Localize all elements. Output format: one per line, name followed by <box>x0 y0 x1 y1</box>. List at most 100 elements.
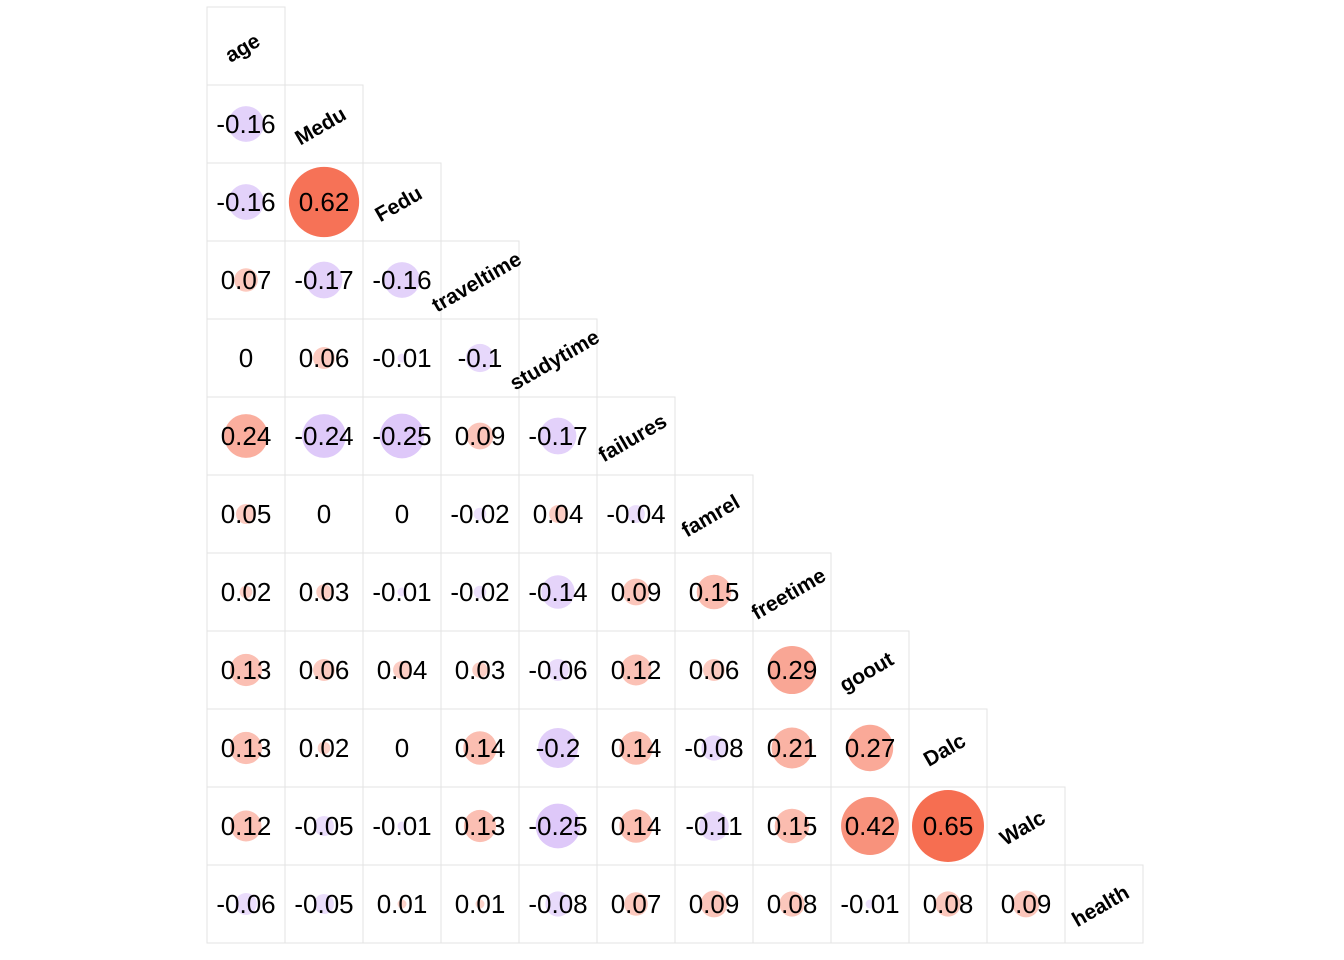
corr-cell-famrel-failures: -0.04 <box>596 474 676 554</box>
corr-circle <box>541 575 575 609</box>
corr-circle <box>865 899 875 909</box>
corr-value: -0.25 <box>528 811 587 841</box>
corr-value: -0.25 <box>372 421 431 451</box>
corr-cell-health-famrel: 0.09 <box>674 864 754 944</box>
corr-cell-walc-studytime: -0.25 <box>518 786 598 866</box>
variable-label-failures: failures <box>595 410 671 467</box>
variable-label-traveltime: traveltime <box>428 248 525 318</box>
corr-value: -0.17 <box>528 421 587 451</box>
corr-cell-goout-traveltime: 0.03 <box>440 630 520 710</box>
corr-cell-health-walc: 0.09 <box>986 864 1066 944</box>
corr-value: 0.01 <box>455 889 506 919</box>
corr-cell-failures-age: 0.24 <box>206 396 286 476</box>
corr-circle <box>473 585 487 599</box>
corr-circle <box>771 727 813 769</box>
corr-value: -0.01 <box>840 889 899 919</box>
corr-circle <box>314 894 334 914</box>
corr-cell-health-age: -0.06 <box>206 864 286 944</box>
corr-circle <box>229 731 263 765</box>
corr-value: -0.11 <box>685 811 742 841</box>
corr-circle <box>317 741 331 755</box>
corr-circle <box>393 661 411 679</box>
corr-circle <box>700 890 728 918</box>
corr-value: 0.03 <box>455 655 506 685</box>
corr-value: -0.01 <box>372 343 431 373</box>
corr-circle <box>622 578 650 606</box>
corr-circle <box>397 899 407 909</box>
corr-value: 0.21 <box>767 733 818 763</box>
corr-value: 0 <box>317 499 331 529</box>
corr-circle <box>235 893 257 915</box>
corr-value: -0.01 <box>372 577 431 607</box>
corr-cell-famrel-traveltime: -0.02 <box>440 474 520 554</box>
variable-label-walc: Walc <box>996 806 1050 850</box>
corr-value: 0 <box>395 733 409 763</box>
corr-cell-health-failures: 0.07 <box>596 864 676 944</box>
corr-circle <box>472 662 488 678</box>
corr-value: -0.2 <box>536 733 581 763</box>
corr-cell-studytime-medu: 0.06 <box>284 318 364 398</box>
corr-cell-dalc-traveltime: 0.14 <box>440 708 520 788</box>
corr-circle <box>703 659 725 681</box>
corr-circle <box>475 899 485 909</box>
corr-cell-health-studytime: -0.08 <box>518 864 598 944</box>
corr-value: 0.05 <box>221 499 272 529</box>
corr-value: 0.09 <box>455 421 506 451</box>
corr-value: -0.04 <box>606 499 665 529</box>
corr-circle <box>302 414 346 458</box>
variable-label-freetime: freetime <box>748 564 830 625</box>
corr-value: 0.13 <box>221 655 272 685</box>
variable-label-goout: goout <box>836 648 898 697</box>
corr-circle <box>316 584 332 600</box>
corr-cell-fedu-medu: 0.62 <box>284 162 364 242</box>
corr-circle <box>239 585 253 599</box>
corr-value: -0.05 <box>294 889 353 919</box>
corr-circle <box>229 653 263 687</box>
corr-cell-dalc-freetime: 0.21 <box>752 708 832 788</box>
corr-circle <box>935 891 961 917</box>
variable-label-studytime: studytime <box>506 326 603 396</box>
corr-value: -0.1 <box>458 343 503 373</box>
corr-cell-walc-fedu: -0.01 <box>362 786 442 866</box>
corr-value: 0 <box>395 499 409 529</box>
corr-circle <box>767 645 817 695</box>
corr-circle <box>305 261 343 299</box>
corr-value: 0.29 <box>767 655 818 685</box>
corr-circle <box>465 343 495 373</box>
corr-cell-walc-medu: -0.05 <box>284 786 364 866</box>
corr-circle <box>535 803 581 849</box>
corr-cell-freetime-medu: 0.03 <box>284 552 364 632</box>
corr-circle <box>619 731 653 765</box>
corr-circle <box>288 166 360 238</box>
corr-cell-dalc-age: 0.13 <box>206 708 286 788</box>
variable-label-dalc: Dalc <box>920 729 970 771</box>
corr-circle <box>230 810 262 842</box>
corr-circle <box>545 891 571 917</box>
corr-value: 0.03 <box>299 577 350 607</box>
corr-cell-traveltime-fedu: -0.16 <box>362 240 442 320</box>
corr-circle <box>314 816 334 836</box>
corr-value: -0.05 <box>294 811 353 841</box>
corr-value: -0.08 <box>528 889 587 919</box>
corr-cell-dalc-fedu: 0 <box>362 708 442 788</box>
corr-cell-health-traveltime: 0.01 <box>440 864 520 944</box>
corr-value: 0.08 <box>767 889 818 919</box>
cell-border <box>986 864 1066 944</box>
corr-cell-walc-famrel: -0.11 <box>674 786 754 866</box>
corr-value: -0.02 <box>450 577 509 607</box>
corr-value: 0.65 <box>923 811 974 841</box>
corr-value: -0.16 <box>216 109 275 139</box>
corr-value: 0.06 <box>299 655 350 685</box>
corr-cell-dalc-studytime: -0.2 <box>518 708 598 788</box>
corr-circle <box>779 891 805 917</box>
corr-circle <box>539 417 577 455</box>
corr-cell-walc-dalc: 0.65 <box>908 786 988 866</box>
corr-cell-dalc-famrel: -0.08 <box>674 708 754 788</box>
corr-circle <box>466 422 494 450</box>
corr-cell-famrel-fedu: 0 <box>362 474 442 554</box>
corr-circle <box>538 728 578 768</box>
corr-cell-freetime-fedu: -0.01 <box>362 552 442 632</box>
corr-cell-walc-goout: 0.42 <box>830 786 910 866</box>
corr-circle <box>696 574 732 610</box>
